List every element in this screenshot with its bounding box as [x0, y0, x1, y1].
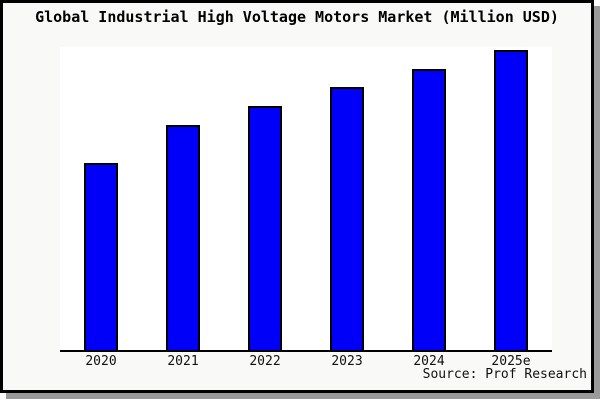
x-tick-label-2022: 2022 — [249, 354, 281, 369]
plot-area — [60, 47, 552, 352]
source-note: Source: Prof Research — [422, 367, 587, 382]
x-tick-label-2025e: 2025e — [491, 354, 531, 369]
chart-title: Global Industrial High Voltage Motors Ma… — [35, 8, 559, 26]
x-tick-label-2024: 2024 — [413, 354, 445, 369]
bar-2020 — [84, 163, 118, 350]
x-tick-label-2023: 2023 — [331, 354, 363, 369]
x-tick-label-2020: 2020 — [85, 354, 117, 369]
bar-2025e — [494, 50, 528, 350]
bar-2021 — [166, 125, 200, 350]
bar-2023 — [330, 87, 364, 350]
chart-frame: Global Industrial High Voltage Motors Ma… — [0, 0, 594, 393]
x-tick-label-2021: 2021 — [167, 354, 199, 369]
bar-2022 — [248, 106, 282, 350]
bar-2024 — [412, 69, 446, 350]
